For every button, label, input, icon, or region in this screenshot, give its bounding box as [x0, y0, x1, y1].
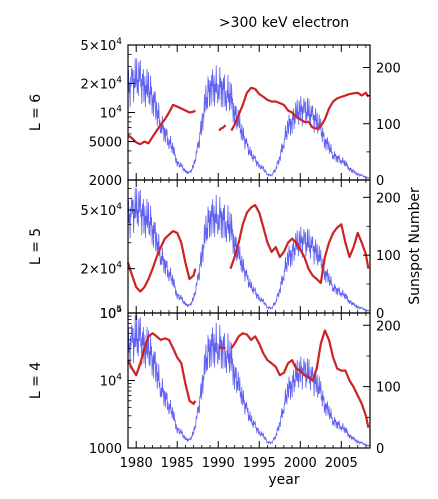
y-tick-label: 5000: [89, 136, 122, 151]
right-tick-label: 0: [376, 307, 384, 322]
chart-title: >300 keV electron: [219, 15, 349, 31]
electron-flux-line-1: [127, 103, 196, 146]
y-tick-label: 105: [100, 305, 122, 322]
right-tick-label: 200: [376, 191, 401, 206]
x-tick-label: 2005: [325, 456, 358, 471]
y-tick-label: 2×104: [81, 75, 123, 92]
y-tick-label: 104: [100, 373, 123, 390]
y-tick-label: 5×104: [81, 202, 123, 219]
right-tick-label: 100: [376, 118, 401, 133]
sunspot-number-line: [127, 315, 370, 447]
sunspot-number-line: [127, 187, 370, 312]
right-axis-label: Sunspot Number: [407, 187, 423, 305]
right-tick-label: 0: [376, 174, 384, 189]
x-tick-label: 1980: [120, 456, 153, 471]
electron-flux-line-1: [127, 332, 197, 405]
panel-1: 5×104 2×104 104 5000 2000 200 100 0 L = 6: [28, 37, 401, 189]
right-tick-label: 200: [376, 319, 401, 334]
sunspot-number-line: [127, 58, 370, 179]
y-tick-label: 104: [100, 105, 123, 122]
panel-label: L = 5: [28, 228, 44, 265]
y-tick-label: 5×104: [81, 37, 123, 54]
electron-flux-line-2: [229, 204, 370, 284]
right-tick-label: 100: [376, 249, 401, 264]
y-tick-label: 2×104: [81, 261, 123, 278]
right-tick-label: 200: [376, 62, 401, 77]
electron-flux-line-2: [218, 124, 227, 132]
x-tick-label: 1990: [202, 456, 235, 471]
panel-frame: [127, 312, 371, 449]
right-tick-label: 0: [376, 442, 384, 457]
electron-flux-line-3: [230, 86, 370, 132]
x-tick-label: 2000: [284, 456, 317, 471]
electron-flux-line-2: [218, 346, 226, 350]
panel-label: L = 6: [28, 94, 44, 131]
x-tick-label: 1985: [161, 456, 194, 471]
y-tick-label: 1000: [89, 442, 122, 457]
panel-frame: [127, 179, 371, 314]
x-tick-label: 1995: [243, 456, 276, 471]
panel-frame: [127, 44, 371, 181]
panel-label: L = 4: [28, 362, 44, 399]
electron-flux-line-1: [126, 230, 197, 293]
right-tick-label: 100: [376, 381, 401, 396]
y-tick-label: 2000: [89, 174, 122, 189]
electron-flux-line-3: [230, 329, 370, 428]
x-axis-label: year: [268, 472, 299, 488]
